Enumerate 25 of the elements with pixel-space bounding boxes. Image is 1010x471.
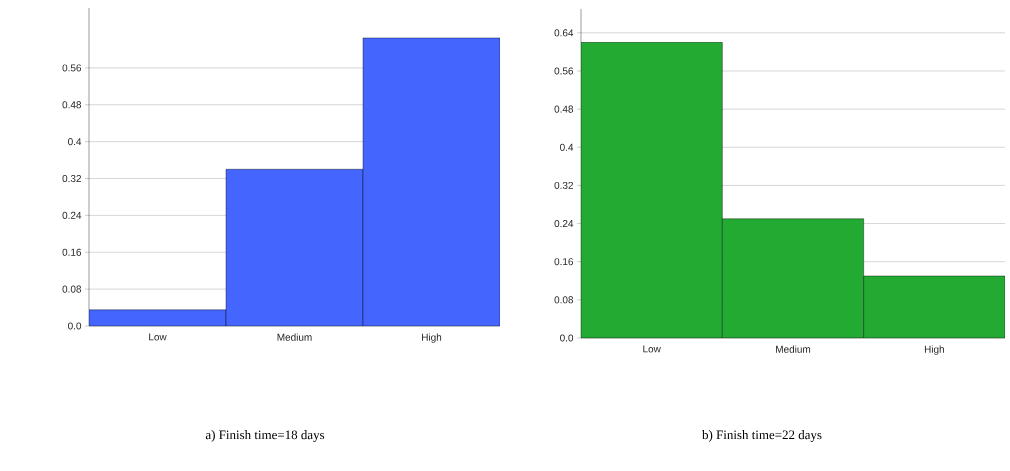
text: b) Finish time=22 days [702, 430, 822, 442]
y-tick-label: 0.64 [554, 29, 574, 37]
y-tick-label: 0.4 [68, 138, 82, 146]
x-tick-label: High [422, 333, 442, 343]
y-tick-label: 0.32 [554, 181, 573, 189]
y-tick-label: 0.16 [62, 248, 82, 256]
x-tick-label: Medium [277, 333, 312, 341]
y-tick-label: 0.4 [560, 143, 574, 151]
y-tick-label: 0.0 [68, 322, 82, 330]
y-tick-label: 0.08 [554, 296, 574, 304]
y-tick-label: 0.24 [554, 220, 574, 228]
y-tick-label: 0.56 [62, 64, 82, 72]
x-tick-label: Low [149, 333, 167, 341]
y-tick-label: 0.16 [554, 258, 574, 266]
x-tick-label: Low [643, 345, 661, 353]
x-tick-label: Medium [776, 345, 811, 353]
y-tick-label: 0.48 [62, 101, 82, 109]
y-tick-label: 0.24 [62, 211, 82, 219]
y-tick-label: 0.08 [62, 285, 82, 293]
y-tick-label: 0.56 [554, 67, 574, 75]
text: a) Finish time=18 days [205, 430, 325, 442]
y-tick-label: 0.0 [560, 334, 574, 342]
x-tick-label: High [924, 345, 944, 355]
y-tick-label: 0.48 [554, 105, 574, 113]
y-tick-label: 0.32 [62, 174, 81, 183]
